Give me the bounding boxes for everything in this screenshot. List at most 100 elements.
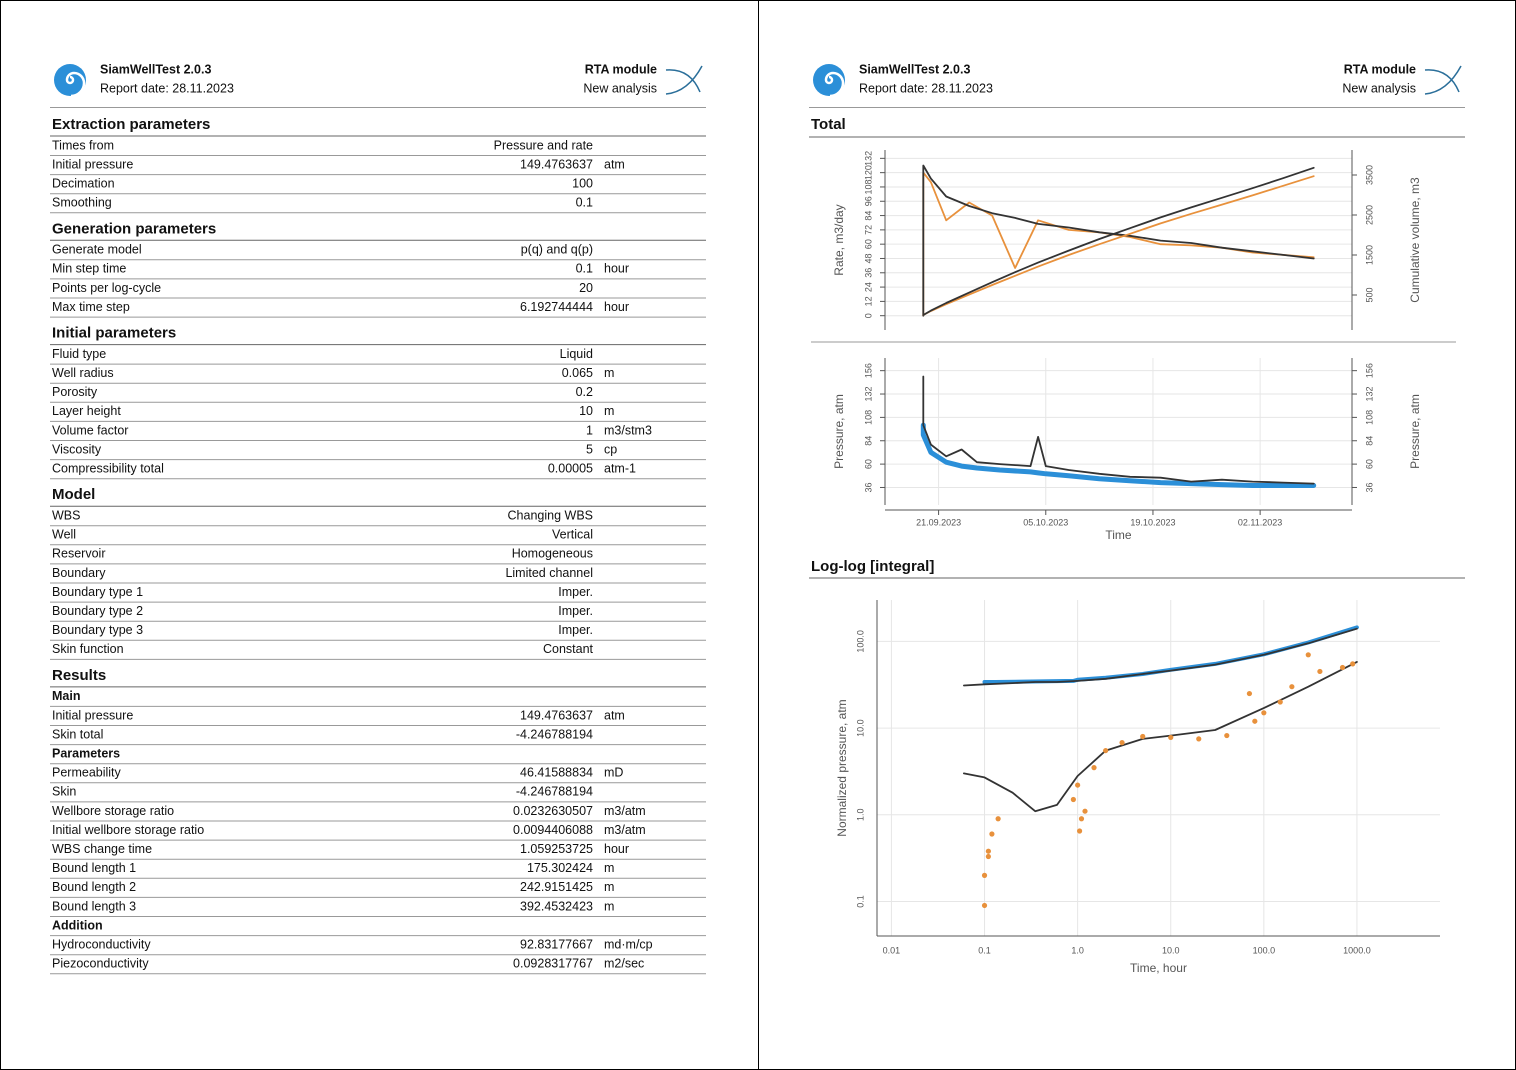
y-tick-label: 0.1: [855, 895, 865, 908]
param-label: WBS: [52, 508, 80, 522]
param-label: Wellbore storage ratio: [52, 804, 174, 818]
param-label: Initial pressure: [52, 157, 133, 171]
series-line: [922, 375, 1315, 485]
param-value: 1: [586, 423, 593, 437]
x-tick-label: 1.0: [1071, 945, 1084, 955]
y2-tick-label: 156: [1364, 363, 1374, 378]
y2-tick-label: 132: [1364, 387, 1374, 402]
x-tick-label: 100.0: [1253, 945, 1276, 955]
param-unit: m3/atm: [604, 823, 646, 837]
data-point: [985, 848, 991, 854]
y2-tick-label: 84: [1364, 436, 1374, 446]
y-tick-label: 12: [863, 296, 873, 306]
param-value: 0.065: [562, 366, 593, 380]
param-unit: m: [604, 880, 614, 894]
data-point: [1082, 808, 1088, 814]
data-point: [1070, 796, 1076, 803]
param-value: -4.246788194: [516, 727, 593, 741]
data-point: [989, 831, 995, 837]
data-point: [981, 902, 988, 909]
param-unit: cp: [604, 442, 617, 456]
param-unit: m3/stm3: [604, 423, 652, 437]
param-unit: m2/sec: [604, 957, 644, 971]
param-value: 0.0094406088: [513, 823, 593, 837]
param-label: Reservoir: [52, 547, 106, 561]
param-label: Bound length 1: [52, 861, 136, 875]
param-value: 0.2: [576, 385, 593, 399]
param-value: 149.4763637: [520, 157, 593, 171]
param-unit: atm-1: [604, 461, 636, 475]
y-tick-label: 60: [863, 239, 873, 249]
param-unit: m: [604, 366, 614, 380]
param-label: Boundary: [52, 566, 106, 580]
y-tick-label: 120: [863, 165, 873, 180]
y2-tick-label: 1500: [1364, 245, 1374, 265]
section-title: Initial parameters: [52, 325, 176, 342]
param-label: Well: [52, 528, 76, 542]
param-label: Compressibility total: [52, 461, 164, 475]
param-unit: md·m/cp: [604, 937, 653, 951]
x-axis-title: Time, hour: [1130, 961, 1187, 975]
param-label: Skin total: [52, 727, 103, 741]
y-tick-label: 84: [863, 436, 873, 446]
param-value: 100: [572, 176, 593, 190]
series-line: [963, 627, 1358, 687]
y-tick-label: 84: [863, 211, 873, 221]
param-label: Hydroconductivity: [52, 937, 151, 951]
y-tick-label: 60: [863, 459, 873, 469]
module-name: RTA module: [585, 62, 657, 76]
param-label: Bound length 3: [52, 899, 136, 913]
y-tick-label: 36: [863, 268, 873, 278]
y-tick-label: 10.0: [855, 719, 865, 737]
param-label: Decimation: [52, 176, 115, 190]
module-logo: [665, 65, 703, 95]
y-tick-label: 48: [863, 253, 873, 263]
y-tick-label: 36: [863, 482, 873, 492]
data-point: [1317, 668, 1323, 675]
data-point: [1196, 736, 1202, 742]
y-tick-label: 132: [863, 387, 873, 402]
param-unit: hour: [604, 300, 629, 314]
data-point: [1091, 765, 1097, 771]
param-label: Piezoconductivity: [52, 957, 149, 971]
data-point: [1246, 690, 1253, 697]
param-unit: mD: [604, 766, 623, 780]
data-point: [1103, 747, 1109, 754]
param-value: Homogeneous: [512, 547, 593, 561]
logo: [813, 64, 845, 96]
param-value: 1.059253725: [520, 842, 593, 856]
param-label: Max time step: [52, 300, 130, 314]
series-line: [920, 422, 1317, 488]
data-point: [1077, 828, 1083, 834]
module-name: RTA module: [1344, 62, 1416, 76]
y2-tick-label: 36: [1364, 482, 1374, 492]
param-label: Points per log-cycle: [52, 281, 161, 295]
x-tick-label: 19.10.2023: [1130, 517, 1175, 527]
param-value: 5: [586, 442, 593, 456]
param-value: p(q) and q(p): [521, 243, 593, 257]
x-tick-label: 02.11.2023: [1238, 517, 1282, 527]
param-unit: atm: [604, 157, 625, 171]
y-tick-label: 108: [863, 179, 873, 194]
y-axis-title: Normalized pressure, atm: [835, 699, 849, 836]
group-title: Parameters: [52, 746, 120, 760]
data-point: [1168, 734, 1174, 741]
param-unit: atm: [604, 708, 625, 722]
param-unit: m: [604, 899, 614, 913]
report-date: Report date: 28.11.2023: [100, 81, 234, 95]
x-tick-label: 21.09.2023: [916, 517, 961, 527]
param-value: Pressure and rate: [494, 138, 593, 152]
param-value: Changing WBS: [508, 508, 593, 522]
param-value: Vertical: [552, 528, 593, 542]
param-label: Boundary type 1: [52, 585, 143, 599]
param-label: Permeability: [52, 766, 122, 780]
logo: [54, 64, 86, 96]
param-label: Fluid type: [52, 347, 106, 361]
logo-spiral: [65, 71, 86, 98]
app-name: SiamWellTest 2.0.3: [859, 62, 970, 76]
param-value: 46.41588834: [520, 766, 593, 780]
param-value: Liquid: [560, 347, 593, 361]
series-line: [922, 166, 1315, 316]
data-point: [1339, 664, 1346, 671]
param-value: Imper.: [558, 585, 593, 599]
